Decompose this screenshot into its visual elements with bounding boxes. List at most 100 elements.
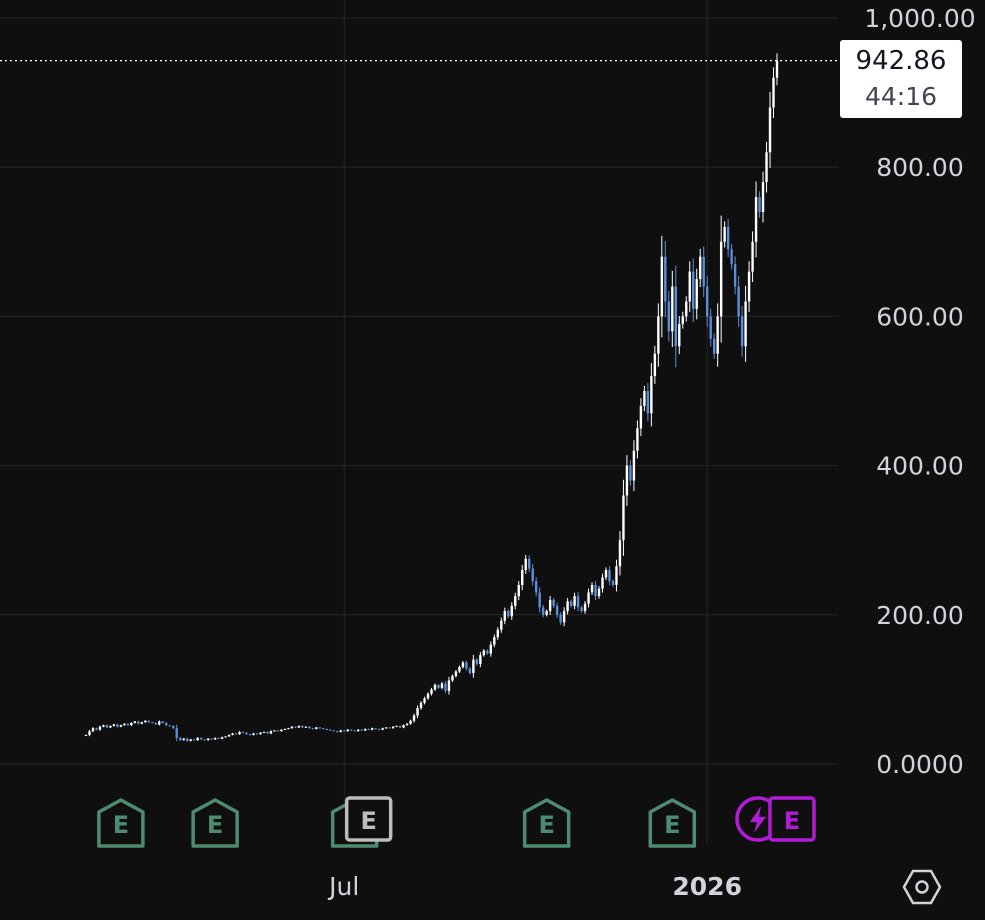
candle-38 xyxy=(217,737,220,739)
price-axis[interactable]: 0.0000 200.00 400.00 600.00 800.00 1,000.00 xyxy=(864,4,975,779)
candle-48 xyxy=(252,732,255,736)
candle-82 xyxy=(370,727,374,731)
candle-148 xyxy=(601,573,604,593)
candle-72 xyxy=(336,730,339,733)
candle-40 xyxy=(224,736,227,738)
candle-34 xyxy=(203,739,206,741)
candle-170 xyxy=(678,316,681,355)
candle-49 xyxy=(255,733,259,735)
candle-62 xyxy=(301,725,304,728)
candle-37 xyxy=(213,737,217,740)
bar-countdown: 44:16 xyxy=(864,82,938,111)
candle-76 xyxy=(350,729,353,731)
y-tick-label-1: 200.00 xyxy=(876,601,963,630)
candle-31 xyxy=(192,739,196,741)
candle-17 xyxy=(144,720,147,723)
earnings-marker-5[interactable]: E xyxy=(735,796,816,842)
candle-166 xyxy=(664,241,667,318)
candle-193 xyxy=(758,191,761,218)
candle-88 xyxy=(391,726,395,729)
candle-9 xyxy=(116,723,119,728)
candle-111 xyxy=(472,654,475,678)
time-axis[interactable]: Jul 2026 xyxy=(327,872,742,901)
earnings-marker-3[interactable]: E xyxy=(522,798,571,848)
y-tick-label-0: 0.0000 xyxy=(876,750,963,779)
candle-125 xyxy=(521,564,524,591)
candle-190 xyxy=(747,261,751,312)
candle-84 xyxy=(377,728,381,731)
candle-24 xyxy=(168,724,171,727)
y-tick-label-4: 800.00 xyxy=(876,153,963,182)
candle-70 xyxy=(329,729,332,731)
candle-35 xyxy=(206,738,210,741)
candle-69 xyxy=(325,728,329,731)
candle-67 xyxy=(318,727,322,729)
candle-101 xyxy=(437,683,440,689)
earnings-marker-4[interactable]: E xyxy=(648,798,697,848)
candle-11 xyxy=(123,723,126,726)
candle-147 xyxy=(597,586,601,599)
candle-123 xyxy=(514,592,517,610)
earnings-marker-label-5: E xyxy=(784,807,800,835)
earnings-marker-label-4: E xyxy=(664,811,680,839)
earnings-marker-label-3: E xyxy=(538,811,554,839)
candle-36 xyxy=(210,738,213,740)
candle-25 xyxy=(172,725,175,729)
earnings-marker-1[interactable]: E xyxy=(191,798,239,848)
candle-86 xyxy=(384,727,388,729)
candle-5 xyxy=(102,724,105,728)
candle-140 xyxy=(573,592,576,610)
candle-30 xyxy=(189,738,192,742)
candle-4 xyxy=(98,725,102,731)
candle-96 xyxy=(419,701,423,710)
candle-6 xyxy=(105,724,109,729)
candle-157 xyxy=(632,440,636,491)
candle-172 xyxy=(685,296,688,322)
earnings-marker-0[interactable]: E xyxy=(97,798,145,848)
candle-46 xyxy=(245,732,248,735)
candle-45 xyxy=(241,731,245,733)
chart-settings-button[interactable] xyxy=(900,865,944,909)
candle-102 xyxy=(440,681,444,690)
candle-64 xyxy=(308,726,311,729)
candle-95 xyxy=(416,705,419,719)
candle-186 xyxy=(733,256,737,295)
candle-112 xyxy=(475,657,479,666)
candle-3 xyxy=(95,727,98,731)
candle-167 xyxy=(667,291,671,342)
candle-81 xyxy=(367,728,370,731)
candle-8 xyxy=(112,723,116,727)
candle-13 xyxy=(130,722,133,726)
candle-185 xyxy=(730,244,733,270)
candle-138 xyxy=(566,597,569,615)
candle-80 xyxy=(363,728,367,731)
candle-52 xyxy=(266,731,269,734)
candle-28 xyxy=(182,738,185,741)
candle-27 xyxy=(179,737,182,741)
candle-161 xyxy=(646,383,650,422)
candle-73 xyxy=(339,729,342,733)
candle-87 xyxy=(388,727,391,729)
candle-169 xyxy=(674,265,677,368)
candle-126 xyxy=(524,554,527,574)
earnings-marker-2[interactable]: E xyxy=(330,796,393,848)
candle-65 xyxy=(311,727,315,730)
candle-141 xyxy=(576,592,580,612)
candle-22 xyxy=(161,720,164,724)
candle-151 xyxy=(611,579,615,587)
candle-191 xyxy=(751,231,754,283)
y-tick-label-3: 600.00 xyxy=(876,302,963,331)
candle-63 xyxy=(304,726,308,728)
candle-98 xyxy=(426,692,430,700)
candle-122 xyxy=(510,602,513,620)
candle-10 xyxy=(119,724,123,728)
candle-171 xyxy=(681,311,684,329)
candle-174 xyxy=(692,258,695,322)
candle-178 xyxy=(706,276,709,327)
candle-26 xyxy=(175,724,178,742)
candle-15 xyxy=(137,720,140,725)
candle-51 xyxy=(262,731,266,734)
candle-23 xyxy=(165,722,168,726)
